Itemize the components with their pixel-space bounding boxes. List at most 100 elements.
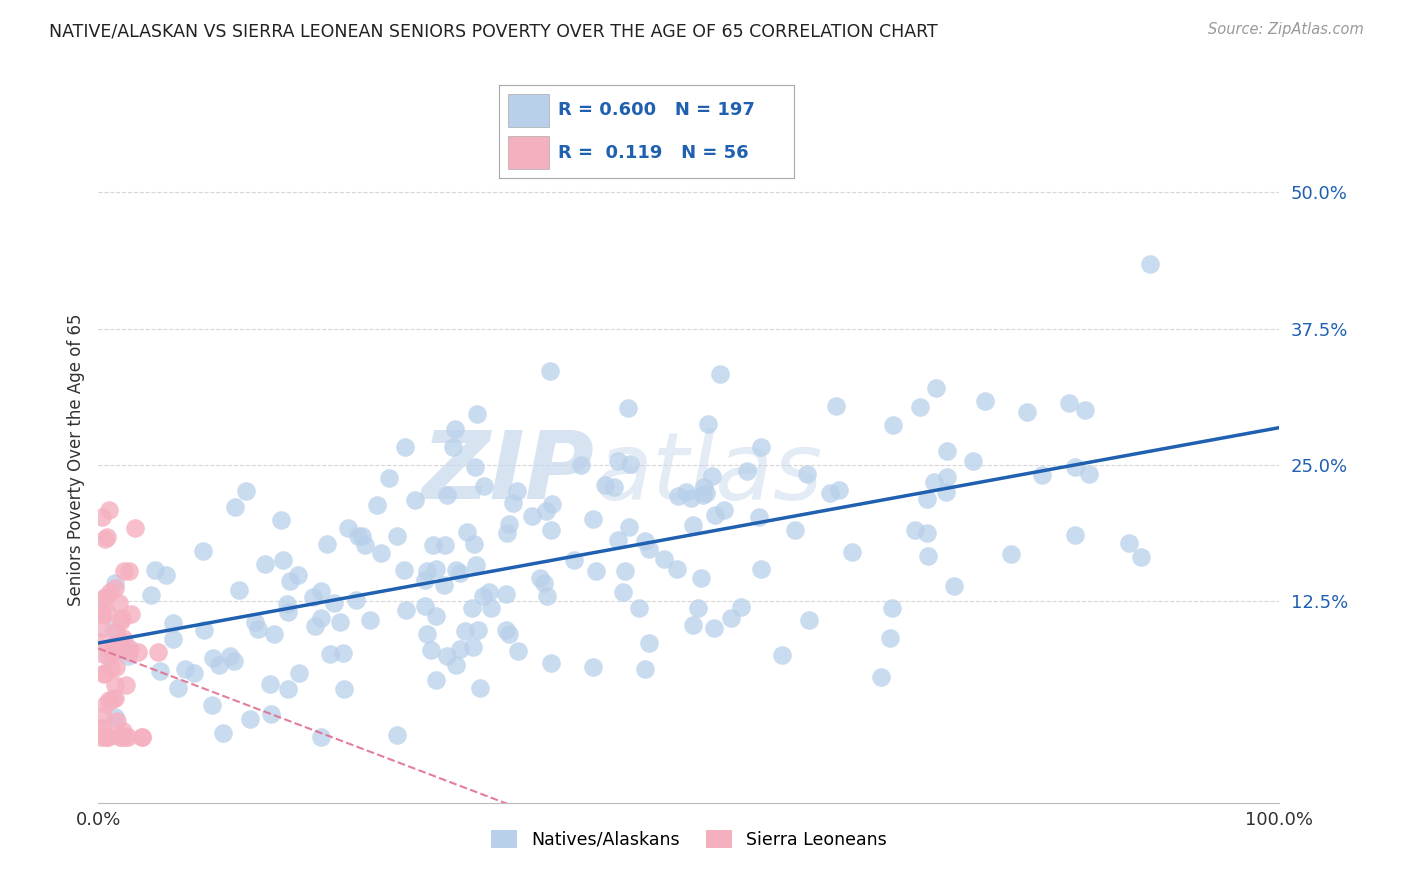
Point xyxy=(695,486,717,500)
Point xyxy=(103,582,125,596)
Point xyxy=(433,538,456,552)
Point xyxy=(96,530,118,544)
Point xyxy=(96,697,118,711)
Point xyxy=(183,665,205,680)
Point xyxy=(709,367,731,381)
Point xyxy=(770,648,793,663)
Point xyxy=(468,681,491,696)
Point xyxy=(593,478,616,492)
Point xyxy=(444,563,467,577)
Point xyxy=(270,513,292,527)
Point xyxy=(112,564,135,578)
Point xyxy=(467,623,489,637)
Point xyxy=(337,521,360,535)
Point xyxy=(146,644,169,658)
Point xyxy=(1139,257,1161,271)
Point xyxy=(323,596,346,610)
Point xyxy=(634,533,657,548)
Point xyxy=(917,549,939,563)
Point xyxy=(1015,405,1038,419)
Point xyxy=(612,584,634,599)
Point xyxy=(730,600,752,615)
Point xyxy=(433,577,456,591)
Point xyxy=(419,642,441,657)
Point xyxy=(115,678,138,692)
Point xyxy=(101,691,124,706)
Point xyxy=(692,480,714,494)
Point xyxy=(692,488,714,502)
Point xyxy=(114,731,136,745)
Point xyxy=(460,600,482,615)
Point xyxy=(394,440,416,454)
Point xyxy=(111,724,134,739)
Point xyxy=(90,603,112,617)
Point xyxy=(332,647,354,661)
Point xyxy=(1074,403,1097,417)
Point xyxy=(93,667,115,681)
Point xyxy=(117,731,139,745)
Point xyxy=(870,670,893,684)
Point xyxy=(91,647,114,661)
Point xyxy=(93,709,115,723)
Point xyxy=(103,637,125,651)
Point xyxy=(344,593,367,607)
Point xyxy=(103,646,125,660)
Point xyxy=(207,658,229,673)
Point xyxy=(302,590,325,604)
Point xyxy=(143,563,166,577)
Point xyxy=(666,561,689,575)
Point xyxy=(224,500,246,515)
Point xyxy=(882,418,904,433)
Point xyxy=(520,509,543,524)
Point xyxy=(498,626,520,640)
Point xyxy=(319,647,342,661)
Point xyxy=(666,489,689,503)
Point xyxy=(444,422,467,436)
Point xyxy=(97,503,120,517)
Point xyxy=(385,529,408,543)
Point xyxy=(1130,549,1153,564)
Point xyxy=(100,660,122,674)
Point xyxy=(638,636,661,650)
Point xyxy=(260,706,283,721)
Point xyxy=(329,615,352,629)
Point xyxy=(149,664,172,678)
Point xyxy=(124,521,146,535)
Point xyxy=(879,632,901,646)
Point xyxy=(443,440,465,454)
Text: atlas: atlas xyxy=(595,427,823,518)
Point xyxy=(613,565,636,579)
Point xyxy=(675,485,697,500)
Point xyxy=(1064,528,1087,542)
Point xyxy=(425,673,447,687)
Point xyxy=(908,401,931,415)
Point xyxy=(637,542,659,557)
Point xyxy=(96,648,118,663)
Point xyxy=(1077,467,1099,481)
Point xyxy=(278,574,301,588)
Point xyxy=(713,503,735,517)
Point xyxy=(104,710,127,724)
Point xyxy=(235,483,257,498)
Point xyxy=(212,726,235,740)
Point xyxy=(141,588,163,602)
Legend: Natives/Alaskans, Sierra Leoneans: Natives/Alaskans, Sierra Leoneans xyxy=(484,823,894,856)
Point xyxy=(1031,467,1053,482)
Point xyxy=(228,582,250,597)
Point xyxy=(796,467,818,482)
Point xyxy=(686,601,709,615)
Point xyxy=(94,591,117,605)
Point xyxy=(202,651,225,665)
Point xyxy=(606,454,628,468)
Point xyxy=(682,618,704,632)
Point xyxy=(425,609,447,624)
Point xyxy=(495,587,517,601)
Point xyxy=(748,509,770,524)
Point xyxy=(562,553,585,567)
Point xyxy=(110,731,132,745)
Point xyxy=(111,611,134,625)
Point xyxy=(416,627,439,641)
Point xyxy=(111,631,134,645)
Point xyxy=(538,364,561,378)
Point xyxy=(277,606,299,620)
